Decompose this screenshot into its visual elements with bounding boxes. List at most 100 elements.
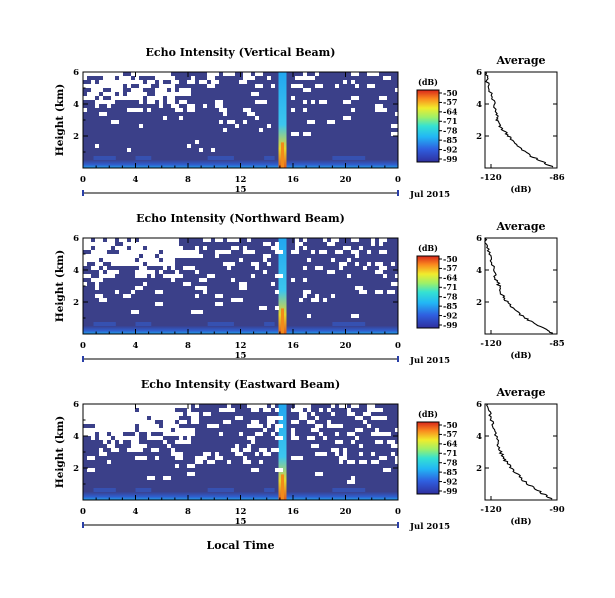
heatmap-nodata-cell [251,92,259,96]
heatmap-nodata-cell [195,140,199,144]
heatmap-nodata-cell [323,238,327,242]
heatmap-nodata-cell [219,120,223,124]
heatmap-nodata-cell [99,88,103,92]
heatmap-nodata-cell [143,238,147,242]
heatmap-nodata-cell [351,80,355,84]
heatmap-nodata-cell [151,96,155,100]
heatmap-nodata-cell [103,254,107,258]
heatmap-nodata-cell [303,278,307,282]
heatmap-nodata-cell [183,440,191,444]
heatmap-nodata-cell [151,274,155,278]
heatmap-nodata-cell [167,96,175,100]
heatmap-nodata-cell [139,444,147,448]
heatmap-nodata-cell [163,238,167,242]
heatmap-nodata-cell [171,432,175,436]
heatmap-nodata-cell [307,258,311,262]
heatmap-nodata-cell [251,76,255,80]
heatmap-nodata-cell [171,404,179,408]
heatmap-nodata-cell [179,100,187,104]
heatmap-nodata-cell [175,246,183,250]
heatmap-nodata-cell [103,424,107,428]
heatmap-nodata-cell [379,242,383,246]
heatmap-nodata-cell [131,88,135,92]
heatmap-nodata-cell [131,80,135,84]
heatmap-nodata-cell [119,250,123,254]
heatmap-nodata-cell [147,420,151,424]
colorbar [416,421,440,495]
heatmap-nodata-cell [135,254,139,258]
heatmap-nodata-cell [299,404,303,408]
heatmap-nodata-cell [255,424,259,428]
heatmap-nodata-cell [111,262,115,266]
heatmap-nodata-cell [391,124,399,128]
heatmap-nodata-cell [99,274,103,278]
heatmap-nodata-cell [351,404,355,408]
panel-row-1: Echo Intensity (Vertical Beam) 0 4 8 12 16 20 0… [54,46,565,200]
heatmap-nodata-cell [111,238,115,242]
heatmap-nodata-cell [95,88,99,92]
heatmap-nodata-cell [119,432,123,436]
heatmap-nodata-cell [379,108,387,112]
heatmap-nodata-cell [347,258,351,262]
heatmap-nodata-cell [231,448,239,452]
heatmap-nodata-cell [107,100,115,104]
heatmap-nodata-cell [131,404,135,408]
avg-y-tick-label: 4 [476,100,482,110]
heatmap-nodata-cell [335,432,339,436]
heatmap-nodata-cell [175,428,183,432]
heatmap-nodata-cell [267,420,275,424]
heatmap-nodata-cell [299,298,303,302]
heatmap-nodata-cell [263,258,267,262]
heatmap-nodata-cell [95,144,99,148]
heatmap-nodata-cell [115,290,119,294]
heatmap-nodata-cell [119,440,123,444]
heatmap-nodata-cell [295,242,303,246]
x-tick-label: 12 [235,175,247,185]
heatmap-surface-bump [135,322,152,326]
heatmap-nodata-cell [99,96,103,100]
heatmap-nodata-cell [311,412,315,416]
heatmap-nodata-cell [135,92,143,96]
x-tick-label: 0 [395,507,401,517]
heatmap-nodata-cell [91,84,95,88]
heatmap-nodata-cell [311,428,319,432]
heatmap-nodata-cell [83,108,87,112]
heatmap-nodata-cell [167,444,171,448]
heatmap-nodata-cell [95,286,99,290]
colorbar-tick-label: -71 [443,282,457,292]
heatmap-nodata-cell [291,436,299,440]
heatmap-nodata-cell [331,448,339,452]
heatmap-peak-core [281,308,284,334]
heatmap-nodata-cell [187,428,195,432]
heatmap-nodata-cell [359,460,367,464]
heatmap-nodata-cell [131,290,135,294]
heatmap-nodata-cell [375,290,383,294]
heatmap-nodata-cell [111,76,115,80]
heatmap-nodata-cell [159,80,163,84]
heatmap-nodata-cell [135,432,139,436]
heatmap-nodata-cell [83,404,87,408]
heatmap-nodata-cell [367,404,375,408]
heatmap-nodata-cell [175,108,183,112]
heatmap-nodata-cell [139,408,143,412]
heatmap-nodata-cell [187,436,191,440]
heatmap-nodata-cell [111,440,115,444]
heatmap-nodata-cell [131,258,135,262]
heatmap-surface-bump [264,156,275,160]
heatmap-nodata-cell [175,270,179,274]
heatmap-nodata-cell [203,452,211,456]
heatmap-nodata-cell [215,238,219,242]
heatmap-nodata-cell [223,262,227,266]
heatmap-nodata-cell [311,298,319,302]
heatmap-surface-bump [93,488,116,492]
heatmap-nodata-cell [135,448,143,452]
heatmap-nodata-cell [119,262,123,266]
heatmap-nodata-cell [119,80,127,84]
heatmap-nodata-cell [87,456,95,460]
heatmap-nodata-cell [147,100,155,104]
heatmap-nodata-cell [263,428,267,432]
heatmap-nodata-cell [219,408,227,412]
heatmap-nodata-cell [191,420,199,424]
heatmap-nodata-cell [219,108,227,112]
heatmap-nodata-cell [135,286,143,290]
